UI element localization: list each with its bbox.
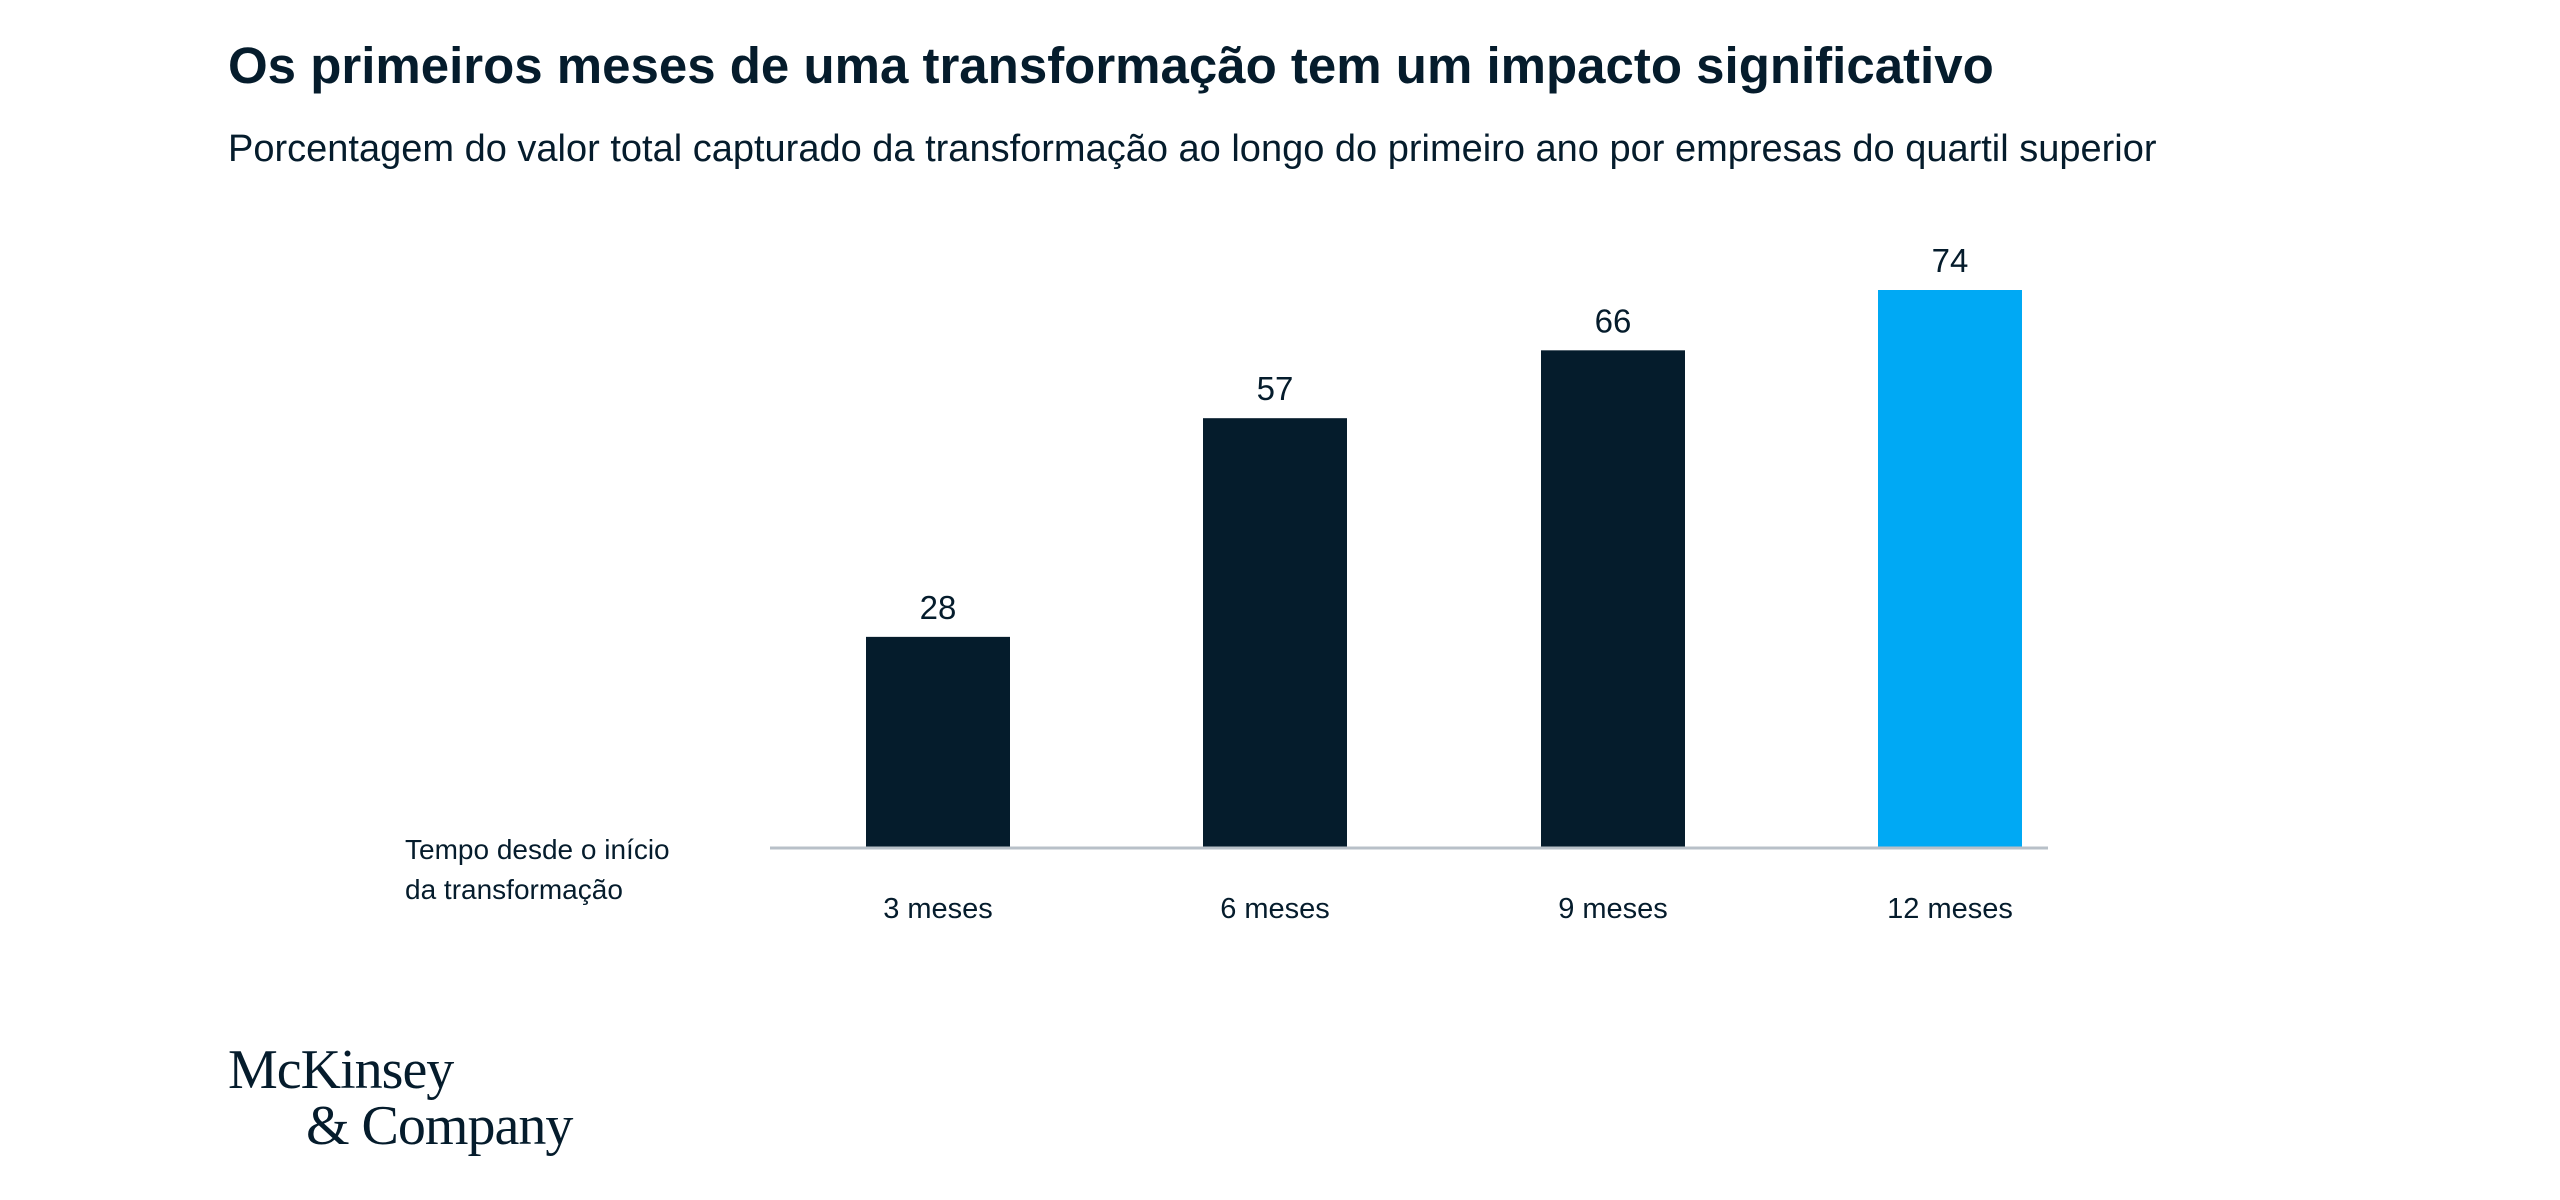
bar-1	[866, 636, 1010, 848]
x-tick-label-2: 6 meses	[1220, 893, 1330, 925]
x-tick-label-1: 3 meses	[883, 893, 993, 925]
x-axis-caption: Tempo desde o início da transformação	[405, 830, 670, 910]
logo-line-1: McKinsey	[228, 1039, 454, 1101]
mckinsey-logo: McKinsey & Company	[228, 1039, 573, 1157]
bar-value-label-1: 28	[920, 589, 957, 626]
logo-line-2: & Company	[306, 1095, 573, 1157]
x-tick-label-3: 9 meses	[1558, 893, 1668, 925]
bar-4	[1878, 290, 2022, 848]
chart-subtitle: Porcentagem do valor total capturado da …	[228, 128, 2157, 170]
bar-value-label-4: 74	[1932, 242, 1969, 279]
x-tick-label-4: 12 meses	[1887, 893, 2013, 925]
x-axis-caption-line-1: Tempo desde o início	[405, 834, 670, 865]
x-axis-caption-line-2: da transformação	[405, 874, 623, 905]
bar-value-label-3: 66	[1595, 302, 1632, 339]
bar-value-label-2: 57	[1257, 370, 1294, 407]
bar-3	[1541, 350, 1685, 848]
bar-2	[1203, 418, 1347, 848]
chart-title: Os primeiros meses de uma transformação …	[228, 37, 1994, 94]
